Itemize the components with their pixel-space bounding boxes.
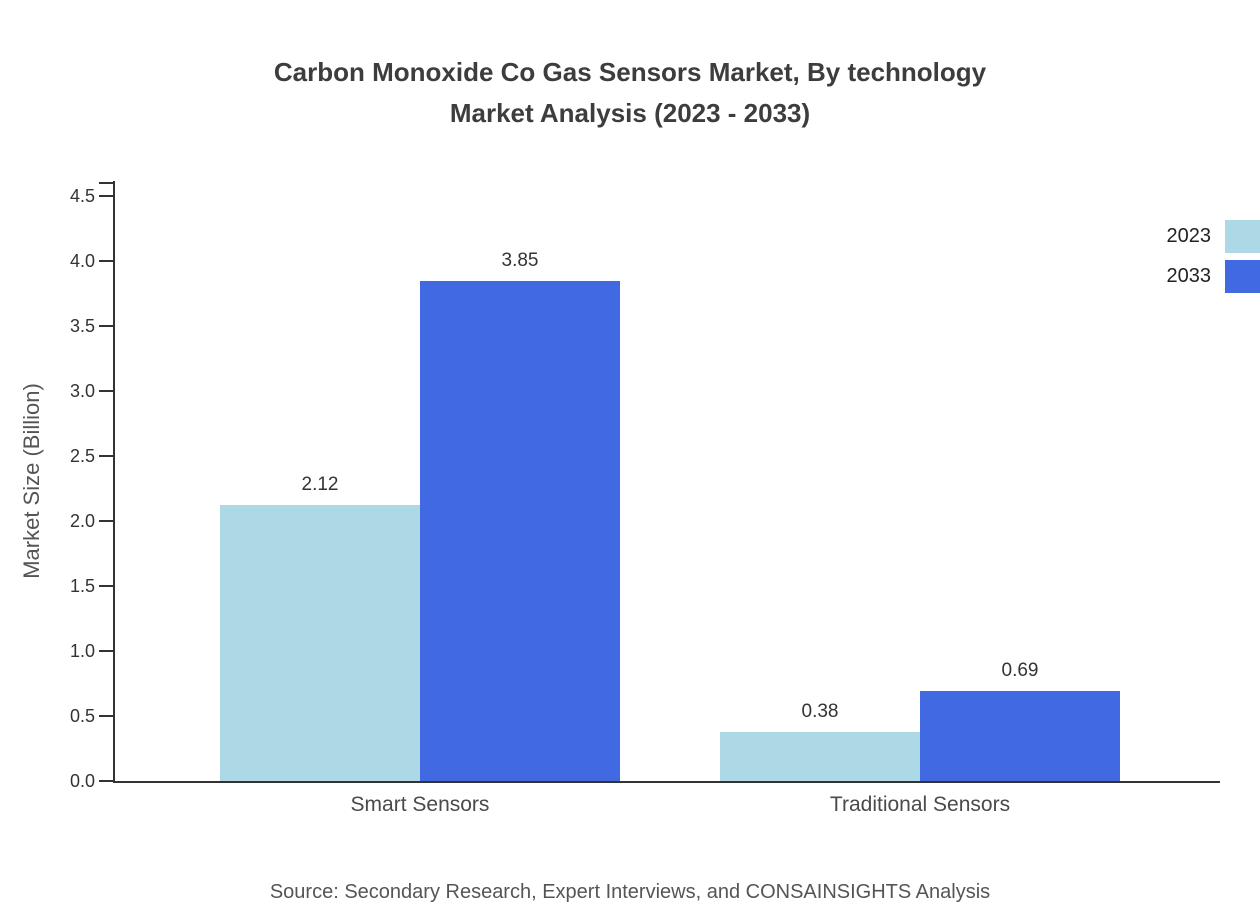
y-tick-mark (99, 260, 113, 262)
y-tick-mark (99, 650, 113, 652)
bar-value-label: 0.69 (1001, 660, 1039, 682)
chart-title: Carbon Monoxide Co Gas Sensors Market, B… (0, 52, 1260, 134)
plot-area: 0.0 0.5 1.0 1.5 2.0 2.5 3.0 3.5 4.0 4.5 2.12 3.85 Sm… (70, 181, 1220, 816)
legend-swatch-2023 (1225, 219, 1260, 253)
x-axis-line (113, 781, 1220, 783)
y-tick-label: 3.5 (69, 316, 95, 336)
source-text: Source: Secondary Research, Expert Inter… (269, 881, 991, 903)
legend-label-2033: 2033 (1166, 264, 1212, 287)
y-tick-label: 1.5 (69, 576, 95, 596)
y-tick-mark (99, 520, 113, 522)
bar-2023-traditional-sensors (720, 731, 920, 781)
y-tick-label: 0.0 (69, 771, 95, 791)
bar-2033-traditional-sensors (920, 691, 1120, 781)
y-tick-label: 1.0 (69, 641, 95, 661)
bar-value-label: 0.38 (801, 700, 839, 722)
y-tick-mark (99, 455, 113, 457)
bar-2023-smart-sensors (220, 505, 420, 781)
chart-title-line1: Carbon Monoxide Co Gas Sensors Market, B… (273, 57, 987, 87)
bar-value-label: 3.85 (501, 249, 539, 271)
legend: 2023 2033 (1120, 216, 1260, 296)
x-category-label: Smart Sensors (350, 793, 490, 816)
y-tick-label: 2.5 (69, 446, 95, 466)
chart-title-line2: Market Analysis (2023 - 2033) (449, 98, 811, 128)
y-axis-end-tick (99, 182, 113, 184)
legend-swatch-2033 (1225, 259, 1260, 293)
x-category-label: Traditional Sensors (829, 793, 1011, 816)
y-tick-mark (99, 325, 113, 327)
y-tick-label: 4.0 (69, 251, 95, 271)
bar-2033-smart-sensors (420, 280, 620, 781)
y-tick-label: 4.5 (69, 186, 95, 206)
bar-value-label: 2.12 (301, 474, 339, 496)
y-tick-label: 2.0 (69, 511, 95, 531)
y-axis-label: Market Size (Billion) (19, 383, 44, 579)
y-tick-mark (99, 715, 113, 717)
legend-label-2023: 2023 (1166, 224, 1212, 247)
y-tick-mark (99, 390, 113, 392)
legend-row-2033: 2033 (1120, 256, 1260, 296)
y-tick-mark (99, 195, 113, 197)
y-tick-mark (99, 585, 113, 587)
y-tick-label: 0.5 (69, 706, 95, 726)
y-axis-line (113, 181, 115, 783)
legend-row-2023: 2023 (1120, 216, 1260, 256)
y-tick-label: 3.0 (69, 381, 95, 401)
y-tick-mark (99, 780, 113, 782)
